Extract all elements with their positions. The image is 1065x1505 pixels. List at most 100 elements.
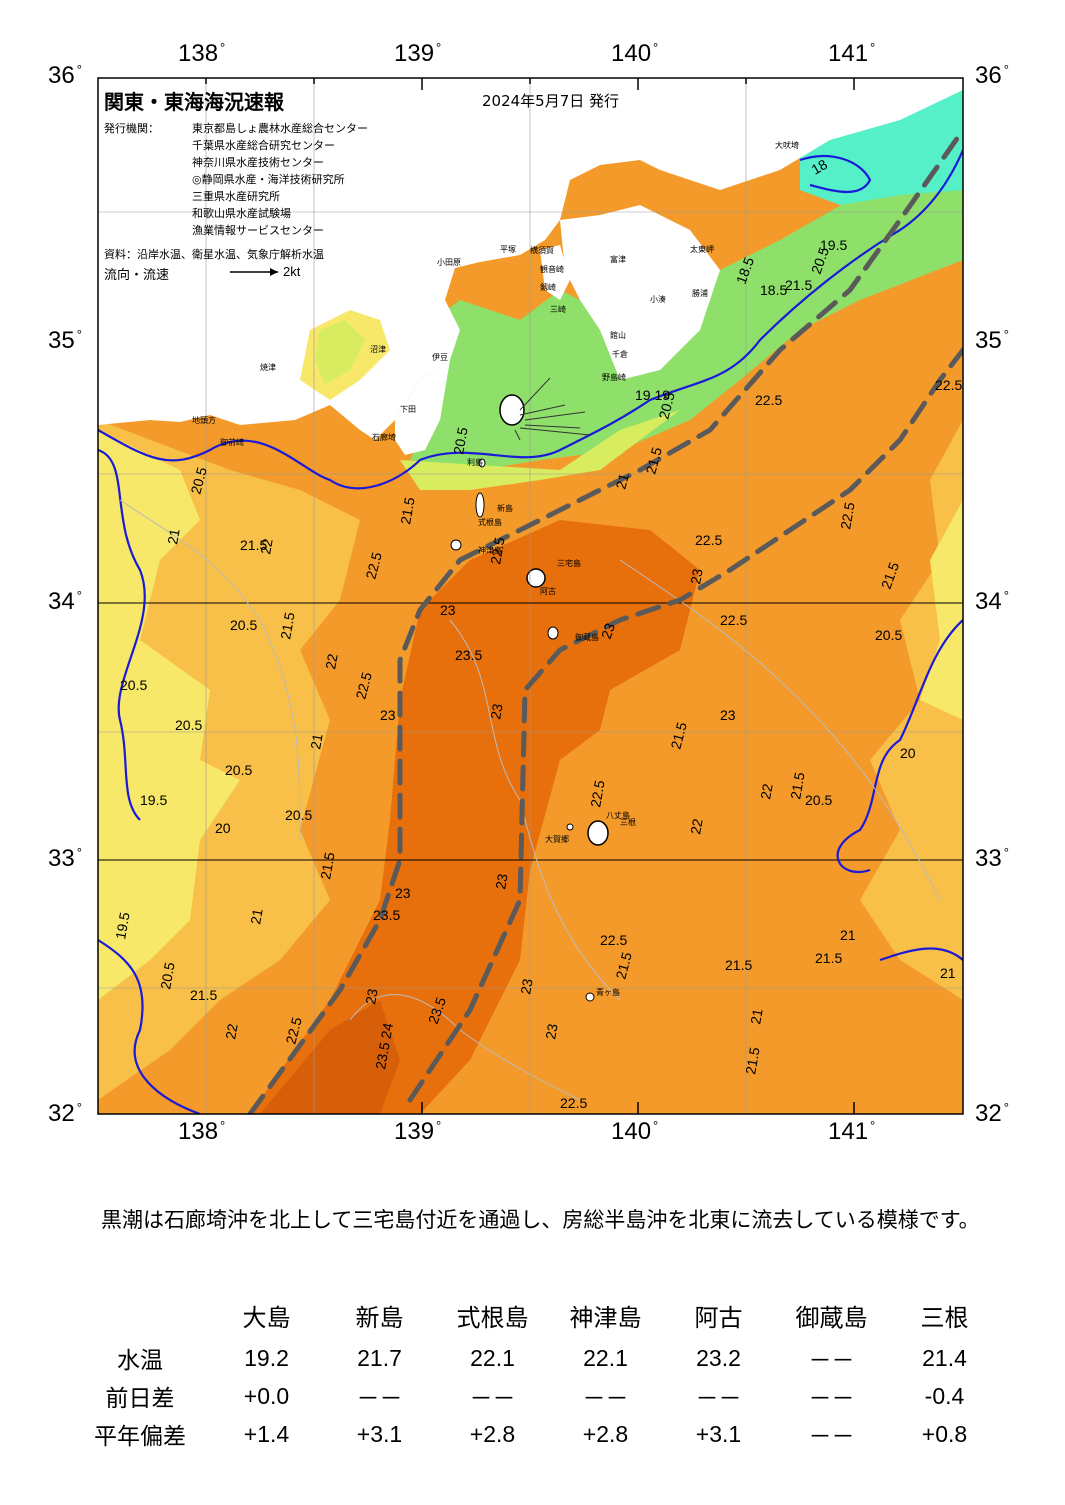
svg-text:20: 20	[900, 745, 916, 761]
lon-label-bottom: 141 °	[828, 1118, 876, 1145]
row-label: 前日差	[105, 1386, 175, 1412]
svg-text:御前崎: 御前崎	[220, 437, 244, 447]
svg-text:22.5: 22.5	[487, 536, 508, 566]
publisher-item: 東京都島しょ農林水産総合センター	[192, 122, 368, 135]
table-cell: +3.1	[356, 1420, 403, 1447]
svg-text:太東岬: 太東岬	[690, 244, 714, 254]
svg-text:23: 23	[362, 987, 380, 1005]
svg-text:21.5: 21.5	[642, 445, 665, 476]
table-cell: －－	[808, 1347, 855, 1373]
svg-text:千倉: 千倉	[612, 349, 628, 359]
svg-text:平塚: 平塚	[500, 245, 516, 254]
svg-text:小田原: 小田原	[437, 258, 461, 267]
svg-text:焼津: 焼津	[260, 362, 276, 372]
publisher-list: 東京都島しょ農林水産総合センター 千葉県水産総合研究センター 神奈川県水産技術セ…	[192, 120, 368, 239]
transition-water	[400, 410, 680, 490]
table-cell: +1.4	[243, 1420, 290, 1447]
map-canvas: 20.5 21 21.5 22 22.5 21.5 23 23.5 20.5 2…	[97, 77, 964, 1115]
lat-label-left: 34 °	[48, 588, 82, 615]
table-cell: 21.4	[922, 1344, 967, 1371]
table-cell: 23.2	[696, 1344, 741, 1371]
svg-text:21.5: 21.5	[397, 496, 418, 526]
svg-text:23: 23	[380, 707, 396, 723]
svg-text:利島: 利島	[467, 457, 483, 467]
island-toshima	[478, 458, 486, 468]
svg-text:20.5: 20.5	[187, 465, 210, 496]
svg-text:21.5: 21.5	[742, 1046, 763, 1076]
island-kozushima	[450, 539, 462, 551]
svg-text:式根島: 式根島	[478, 517, 502, 527]
flow-vectors	[514, 377, 591, 441]
flow-legend-scale: 2kt	[283, 264, 301, 279]
publisher-item: 三重県水産研究所	[192, 190, 280, 203]
lat-label-right: 36 °	[975, 62, 1009, 89]
table-row: 水温 19.2 21.7 22.1 22.1 23.2 －－ 21.4	[70, 1339, 1001, 1377]
svg-text:23: 23	[395, 885, 411, 901]
lon-label-bottom: 138 °	[178, 1118, 226, 1145]
svg-text:沼津: 沼津	[370, 344, 386, 354]
table-cell: －－	[356, 1385, 403, 1411]
svg-text:勝浦: 勝浦	[692, 288, 708, 298]
table-header-row: 大島 新島 式根島 神津島 阿古 御蔵島 三根	[70, 1298, 1001, 1339]
summary-text: 黒潮は石廊埼沖を北上して三宅島付近を通過し、房総半島沖を北東に流去している模様で…	[80, 1208, 980, 1232]
svg-text:地頭方: 地頭方	[192, 415, 216, 425]
table-cell: －－	[695, 1385, 742, 1411]
svg-text:22.5: 22.5	[282, 1015, 305, 1046]
svg-text:22.5: 22.5	[587, 779, 608, 809]
publisher-item: 神奈川県水産技術センター	[192, 156, 324, 169]
table-cell: +3.1	[695, 1420, 742, 1447]
coastal-green-water	[410, 100, 963, 470]
publisher-item: 千葉県水産総合研究センター	[192, 139, 335, 152]
svg-text:20.5: 20.5	[655, 390, 678, 421]
svg-text:23: 23	[487, 702, 505, 720]
publisher-item: 和歌山県水産試験場	[192, 207, 291, 220]
suruga-inner	[315, 320, 365, 385]
cool-water-west	[98, 430, 240, 1000]
lat-label-left: 35 °	[48, 327, 82, 354]
table-row: 前日差 +0.0 －－ －－ －－ －－ －－ -0.4	[70, 1377, 1001, 1415]
svg-text:21: 21	[747, 1007, 765, 1025]
svg-text:22.5: 22.5	[600, 932, 627, 948]
flow-legend-arrow	[230, 268, 278, 276]
publisher-item: 漁業情報サービスセンター	[192, 224, 324, 237]
lat-label-right: 32 °	[975, 1100, 1009, 1127]
svg-text:21: 21	[940, 965, 956, 981]
svg-text:23.5: 23.5	[373, 907, 400, 923]
svg-text:20.5: 20.5	[875, 627, 902, 643]
land-boso	[560, 205, 720, 380]
data-source: 資料：沿岸水温、衛星水温、気象庁解析水温	[104, 248, 324, 261]
svg-text:富津: 富津	[610, 254, 626, 264]
svg-text:大吠埼: 大吠埼	[775, 140, 799, 150]
lat-label-right: 35 °	[975, 327, 1009, 354]
svg-text:21.5: 21.5	[785, 277, 812, 293]
svg-text:伊豆: 伊豆	[432, 352, 448, 362]
station-header: 阿古	[694, 1304, 743, 1332]
isotherm-labels: 20.5 21 21.5 22 22.5 21.5 23 23.5 20.5 2…	[112, 156, 962, 1111]
svg-text:石廊埼: 石廊埼	[372, 432, 396, 442]
svg-text:21.5: 21.5	[667, 720, 690, 751]
minor-gridlines	[98, 78, 963, 1114]
island-niijima	[475, 492, 485, 518]
svg-text:21.5: 21.5	[317, 851, 338, 881]
isotherms-thin	[119, 499, 941, 1101]
table-cell: -0.4	[924, 1382, 965, 1409]
cold-water-northeast	[800, 80, 963, 205]
svg-text:21.5: 21.5	[240, 537, 267, 553]
station-header: 新島	[355, 1304, 404, 1332]
svg-text:22.5: 22.5	[837, 501, 858, 531]
svg-text:21: 21	[307, 732, 325, 750]
sea-temperature-map: 20.5 21 21.5 22 22.5 21.5 23 23.5 20.5 2…	[48, 40, 1009, 1145]
svg-text:下田: 下田	[400, 405, 416, 414]
svg-text:23: 23	[720, 707, 736, 723]
svg-text:18: 18	[809, 156, 831, 178]
svg-text:20.5: 20.5	[175, 717, 202, 733]
lat-label-right: 33 °	[975, 845, 1009, 872]
svg-text:青ヶ島: 青ヶ島	[596, 987, 620, 997]
table-row: 平年偏差 +1.4 +3.1 +2.8 +2.8 +3.1 －－ +0.8	[70, 1415, 1001, 1453]
isotherms-main	[98, 149, 963, 1114]
svg-text:21: 21	[840, 927, 856, 943]
land-izu	[395, 360, 450, 455]
kuroshio-axis	[247, 127, 963, 1114]
publisher-item: ◎静岡県水産・海洋技術研究所	[192, 173, 345, 186]
